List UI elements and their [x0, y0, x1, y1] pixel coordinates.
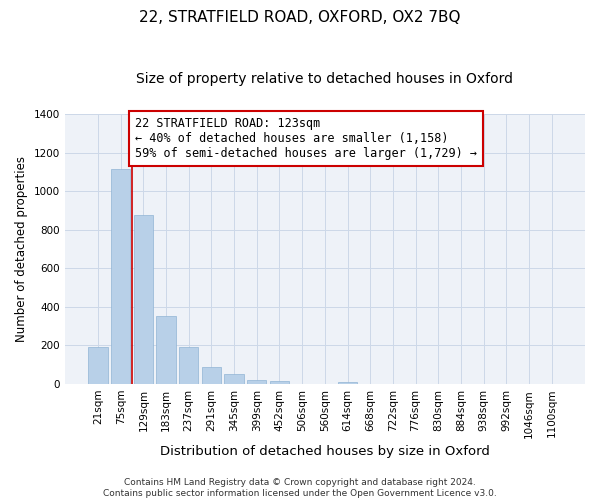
- Bar: [157, 316, 176, 384]
- Bar: [224, 374, 244, 384]
- Bar: [111, 170, 130, 384]
- Bar: [270, 382, 289, 384]
- Bar: [338, 382, 357, 384]
- Bar: [247, 380, 266, 384]
- Text: 22 STRATFIELD ROAD: 123sqm
← 40% of detached houses are smaller (1,158)
59% of s: 22 STRATFIELD ROAD: 123sqm ← 40% of deta…: [136, 117, 478, 160]
- Title: Size of property relative to detached houses in Oxford: Size of property relative to detached ho…: [136, 72, 514, 86]
- Text: 22, STRATFIELD ROAD, OXFORD, OX2 7BQ: 22, STRATFIELD ROAD, OXFORD, OX2 7BQ: [139, 10, 461, 25]
- Bar: [179, 347, 199, 384]
- X-axis label: Distribution of detached houses by size in Oxford: Distribution of detached houses by size …: [160, 444, 490, 458]
- Y-axis label: Number of detached properties: Number of detached properties: [15, 156, 28, 342]
- Bar: [202, 366, 221, 384]
- Text: Contains HM Land Registry data © Crown copyright and database right 2024.
Contai: Contains HM Land Registry data © Crown c…: [103, 478, 497, 498]
- Bar: [88, 347, 107, 384]
- Bar: [134, 214, 153, 384]
